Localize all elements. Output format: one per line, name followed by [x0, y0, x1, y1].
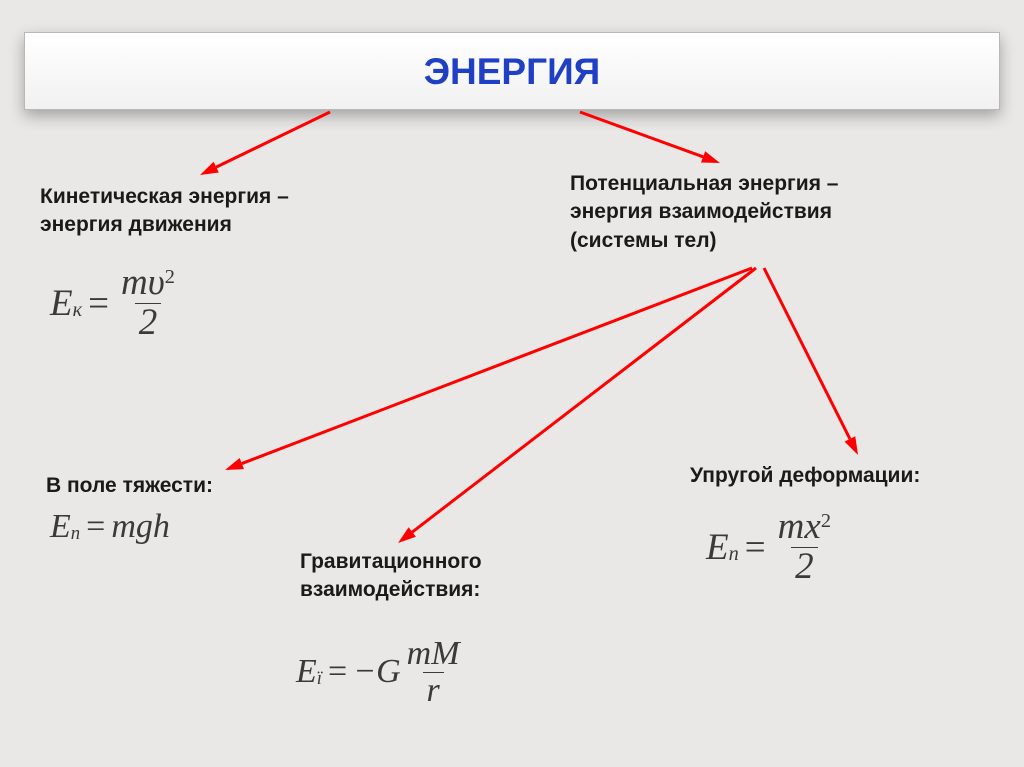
pot-to-gravfield-line	[242, 268, 752, 464]
title-to-kinetic-line	[216, 112, 330, 167]
title-box: ЭНЕРГИЯ	[24, 32, 1000, 110]
kinetic-heading: Кинетическая энергия –энергия движения	[40, 183, 289, 240]
arrows-layer	[0, 0, 1024, 767]
title-to-potential-head	[701, 151, 720, 163]
elastic-heading: Упругой деформации:	[690, 462, 920, 490]
title-text: ЭНЕРГИЯ	[424, 51, 601, 92]
potential-heading: Потенциальная энергия –энергия взаимодей…	[570, 170, 838, 255]
grav-interaction-formula: Eї=−GmMr	[296, 636, 466, 708]
pot-to-gravinter-line	[412, 268, 756, 532]
gravity-field-formula: Eп=mgh	[50, 508, 170, 546]
pot-to-elastic-line	[764, 268, 850, 439]
grav-interaction-heading: Гравитационноговзаимодействия:	[300, 548, 482, 605]
pot-to-elastic-head	[845, 436, 858, 455]
title-to-potential-line	[580, 112, 703, 157]
title-to-kinetic-head	[200, 162, 219, 175]
elastic-formula: Eп=mx22	[706, 508, 837, 587]
kinetic-formula: Eк=mυ22	[50, 264, 181, 343]
pot-to-gravfield-head	[225, 458, 244, 470]
gravity-field-heading: В поле тяжести:	[46, 472, 213, 500]
pot-to-gravinter-head	[398, 527, 416, 543]
